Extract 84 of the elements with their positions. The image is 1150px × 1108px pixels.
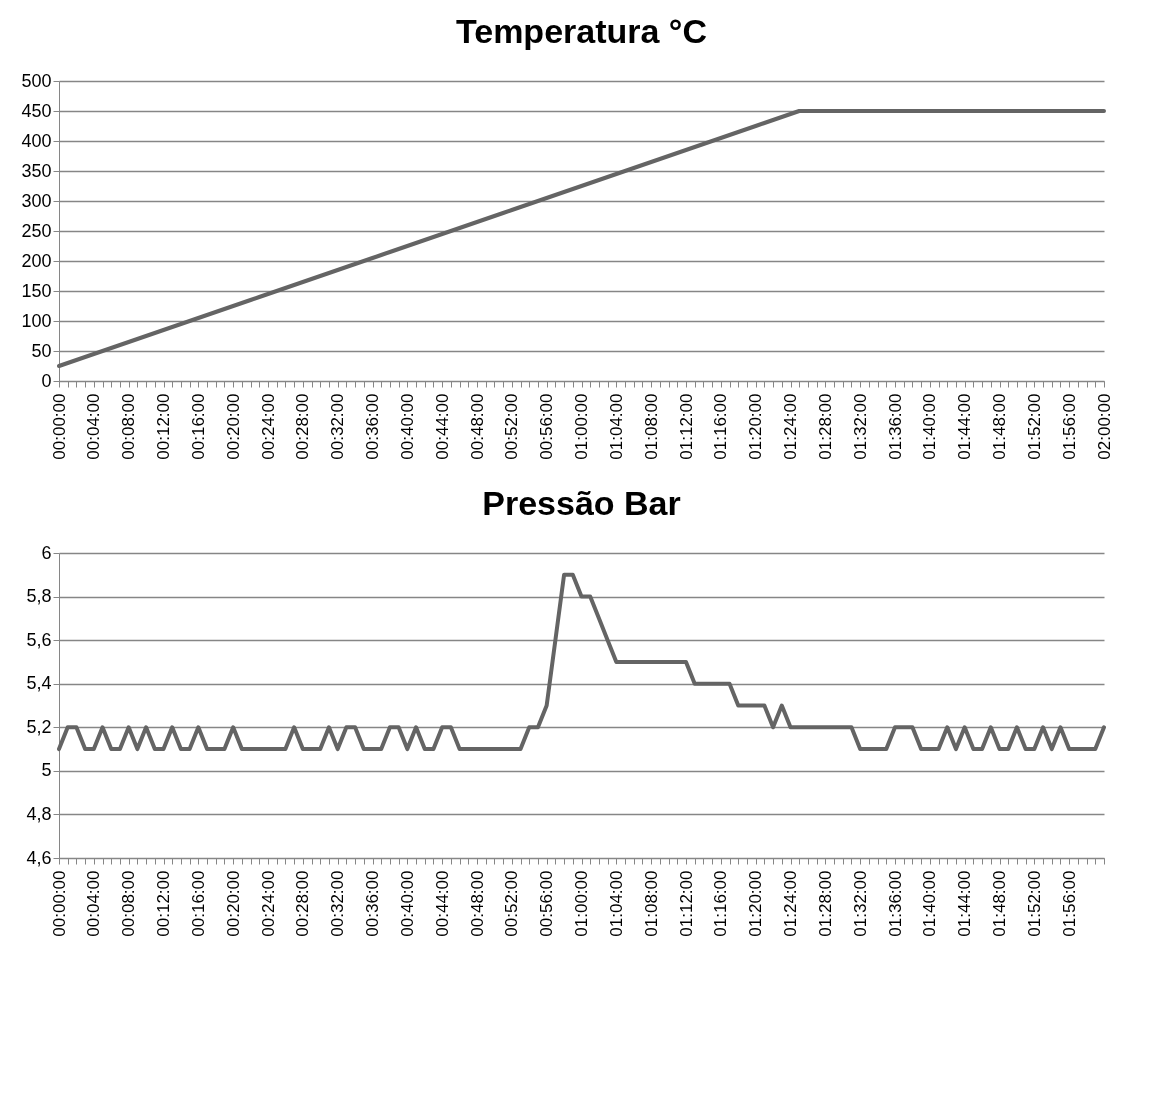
x-tick-label: 00:24:00 xyxy=(258,870,278,937)
x-tick-label: 00:00:00 xyxy=(49,393,69,460)
y-tick-label: 5,2 xyxy=(26,716,52,737)
x-tick-label: 01:28:00 xyxy=(815,393,835,460)
x-tick-label: 01:56:00 xyxy=(1059,870,1079,937)
x-tick-label: 00:44:00 xyxy=(432,393,452,460)
x-tick-label: 00:04:00 xyxy=(84,393,104,460)
x-tick-label: 01:40:00 xyxy=(920,870,940,937)
x-tick-label: 01:48:00 xyxy=(990,870,1009,937)
x-tick-label: 00:28:00 xyxy=(293,393,313,460)
x-tick-label: 01:28:00 xyxy=(815,870,835,937)
y-tick-label: 4,8 xyxy=(26,803,52,824)
x-tick-label: 01:44:00 xyxy=(955,870,975,937)
x-tick-label: 01:20:00 xyxy=(746,393,766,460)
x-tick-label: 01:36:00 xyxy=(885,870,905,937)
x-tick-label: 00:24:00 xyxy=(258,393,278,460)
x-tick-label: 01:08:00 xyxy=(641,393,661,460)
y-tick-label: 5,6 xyxy=(26,629,52,650)
x-tick-label: 01:20:00 xyxy=(746,870,766,937)
x-tick-label: 00:00:00 xyxy=(49,870,69,937)
x-tick-label: 00:56:00 xyxy=(537,393,557,460)
x-tick-label: 00:52:00 xyxy=(502,870,522,937)
y-tick-label: 400 xyxy=(21,130,52,151)
chart-title: Pressão Bar xyxy=(482,484,681,522)
x-tick-label: 01:00:00 xyxy=(572,393,591,460)
x-tick-label: 01:56:00 xyxy=(1059,393,1079,460)
y-tick-label: 5,8 xyxy=(26,586,52,607)
x-tick-label: 01:04:00 xyxy=(606,393,626,460)
x-tick-label: 01:04:00 xyxy=(606,870,626,937)
x-tick-label: 00:08:00 xyxy=(119,870,139,937)
y-tick-label: 500 xyxy=(21,70,52,91)
x-tick-label: 01:36:00 xyxy=(885,393,905,460)
x-tick-label: 01:08:00 xyxy=(641,870,661,937)
y-tick-label: 250 xyxy=(21,220,52,241)
x-tick-label: 01:32:00 xyxy=(850,870,870,937)
x-tick-label: 00:20:00 xyxy=(223,870,243,937)
x-tick-label: 00:16:00 xyxy=(188,393,208,460)
x-tick-label: 00:28:00 xyxy=(293,870,313,937)
y-tick-label: 5 xyxy=(41,760,52,781)
line-series xyxy=(57,572,1106,752)
x-tick-label: 00:40:00 xyxy=(397,870,417,937)
y-tick-label: 200 xyxy=(21,250,52,271)
x-tick-label: 01:16:00 xyxy=(711,870,731,937)
x-tick-label: 00:40:00 xyxy=(397,393,417,460)
x-tick-label: 00:16:00 xyxy=(188,870,208,937)
x-tick-label: 00:08:00 xyxy=(119,393,139,460)
x-tick-label: 00:36:00 xyxy=(363,393,382,460)
x-tick-label: 00:32:00 xyxy=(328,393,348,460)
x-tick-label: 01:52:00 xyxy=(1024,393,1044,460)
x-tick-label: 00:56:00 xyxy=(537,870,557,937)
x-tick-label: 00:44:00 xyxy=(432,870,452,937)
y-tick-label: 0 xyxy=(41,370,52,391)
x-tick-label: 01:16:00 xyxy=(711,393,731,460)
x-tick-label: 00:48:00 xyxy=(467,870,487,937)
y-tick-label: 100 xyxy=(21,310,52,331)
x-tick-label: 00:20:00 xyxy=(223,393,243,460)
line-series xyxy=(57,109,1106,368)
y-tick-label: 5,4 xyxy=(26,673,52,694)
x-tick-label: 00:32:00 xyxy=(328,870,348,937)
y-tick-label: 50 xyxy=(31,340,52,361)
x-tick-label: 02:00:00 xyxy=(1094,393,1114,460)
x-tick-label: 00:12:00 xyxy=(154,870,173,937)
x-tick-label: 01:44:00 xyxy=(955,393,975,460)
x-tick-label: 01:00:00 xyxy=(572,870,591,937)
y-tick-label: 4,6 xyxy=(26,847,52,868)
x-tick-label: 00:36:00 xyxy=(363,870,382,937)
chart-title: Temperatura °C xyxy=(455,12,708,50)
x-tick-label: 00:04:00 xyxy=(84,870,104,937)
x-tick-label: 01:52:00 xyxy=(1024,870,1044,937)
y-tick-label: 350 xyxy=(21,160,52,181)
x-tick-label: 01:32:00 xyxy=(850,393,870,460)
x-tick-label: 01:12:00 xyxy=(676,870,696,937)
y-tick-label: 6 xyxy=(41,542,52,563)
x-tick-label: 01:48:00 xyxy=(990,393,1009,460)
x-tick-label: 01:24:00 xyxy=(781,870,800,937)
y-tick-label: 300 xyxy=(21,190,52,211)
x-tick-label: 00:52:00 xyxy=(502,393,522,460)
y-tick-label: 450 xyxy=(21,100,52,121)
y-tick-label: 150 xyxy=(21,280,52,301)
x-tick-label: 00:12:00 xyxy=(154,393,173,460)
x-tick-label: 01:40:00 xyxy=(920,393,940,460)
x-tick-label: 01:24:00 xyxy=(781,393,800,460)
x-tick-label: 01:12:00 xyxy=(676,393,696,460)
x-tick-label: 00:48:00 xyxy=(467,393,487,460)
